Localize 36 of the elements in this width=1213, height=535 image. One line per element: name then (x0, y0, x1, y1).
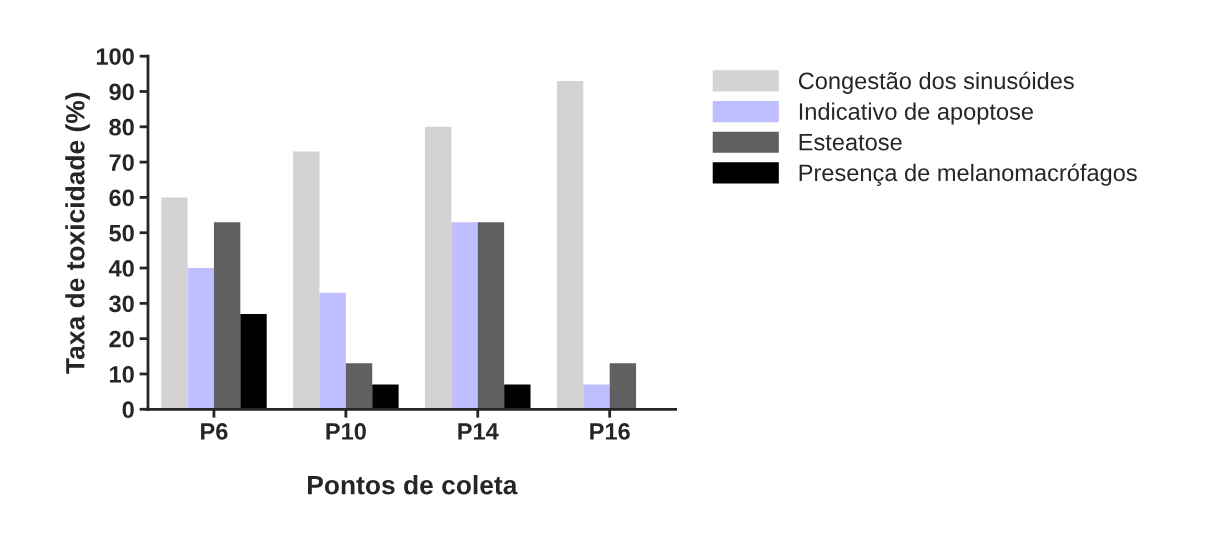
legend-label: Presença de melanomacrófagos (799, 163, 1137, 186)
x-tick-label: P14 (458, 423, 499, 440)
bar (556, 80, 584, 410)
bar (477, 222, 505, 410)
y-tick-label: 30 (109, 295, 134, 313)
bar (240, 313, 267, 410)
bar (187, 268, 214, 410)
y-tick-label: 70 (109, 154, 134, 171)
bar (451, 222, 478, 410)
bar (345, 363, 373, 410)
bar (161, 197, 188, 410)
y-tick-label: 80 (109, 118, 134, 136)
y-tick-label: 0 (122, 401, 134, 419)
bar (372, 384, 399, 410)
bar (504, 384, 531, 410)
y-tick-label: 40 (108, 260, 134, 277)
x-tick-label: P6 (201, 423, 228, 440)
x-tick-label: P16 (590, 423, 630, 440)
y-tick-label: 50 (109, 224, 134, 242)
bar (609, 363, 637, 410)
bar (293, 151, 320, 410)
bar (425, 126, 452, 410)
x-axis-title: Pontos de coleta (308, 475, 518, 495)
y-tick-label: 20 (109, 330, 134, 348)
y-tick-label: 100 (96, 48, 134, 65)
y-axis-title: Taxa de toxicidade (%) (65, 92, 90, 374)
bar (319, 292, 346, 410)
legend-label: Congestão dos sinusóides (798, 71, 1074, 94)
bar (213, 222, 241, 410)
y-tick-label: 60 (109, 189, 134, 207)
y-tick-label: 10 (110, 366, 134, 383)
legend-label: Esteatose (799, 134, 902, 151)
legend-label: Indicativo de apoptose (799, 102, 1033, 125)
x-tick-label: P10 (326, 423, 366, 440)
y-tick-label: 90 (109, 83, 134, 101)
bar (583, 384, 610, 410)
